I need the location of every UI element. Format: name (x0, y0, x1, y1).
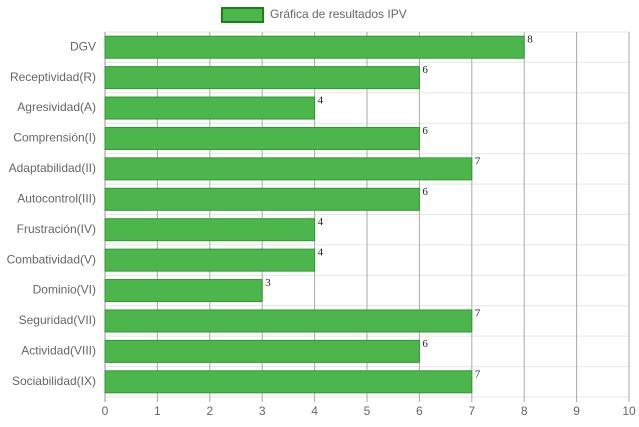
legend-swatch (221, 7, 264, 23)
legend-label: Gráfica de resultados IPV (270, 7, 407, 21)
x-tick-label: 2 (206, 404, 213, 418)
y-tick-label: Actividad(VIII) (21, 344, 96, 358)
bar (104, 157, 473, 181)
x-tick-label: 1 (154, 404, 161, 418)
x-tick-label: 10 (622, 404, 636, 418)
y-tick-label: Dominio(VI) (33, 283, 96, 297)
value-label: 7 (475, 307, 481, 319)
bar (104, 126, 420, 150)
bar (104, 248, 316, 272)
value-label: 6 (422, 338, 428, 350)
bar (104, 370, 473, 394)
value-label: 6 (422, 186, 428, 198)
y-tick-label: Receptividad(R) (10, 70, 96, 84)
value-label: 7 (475, 155, 481, 167)
bar (104, 309, 473, 333)
value-label: 3 (265, 277, 271, 289)
bar (104, 96, 316, 120)
bar (104, 218, 316, 242)
y-tick-label: Sociabilidad(IX) (12, 374, 96, 388)
x-tick-label: 5 (364, 404, 371, 418)
bar (104, 339, 420, 363)
x-tick-label: 4 (311, 404, 318, 418)
value-label: 6 (422, 64, 428, 76)
y-tick-label: Adaptabilidad(II) (9, 161, 96, 175)
bar (104, 279, 263, 303)
value-label: 7 (475, 368, 481, 380)
y-tick-label: Combatividad(V) (7, 252, 96, 266)
x-tick-label: 7 (468, 404, 475, 418)
y-tick-label: Frustración(IV) (17, 222, 96, 236)
bar (104, 187, 420, 211)
bar (104, 35, 525, 59)
value-label: 8 (527, 34, 533, 46)
y-tick-label: Agresividad(A) (17, 100, 96, 114)
x-tick-label: 3 (259, 404, 266, 418)
value-label: 4 (318, 247, 324, 259)
y-tick-label: DGV (70, 39, 96, 53)
x-tick-label: 6 (416, 404, 423, 418)
y-tick-label: Autocontrol(III) (17, 191, 96, 205)
y-tick-label: Seguridad(VII) (19, 313, 96, 327)
y-tick-label: Comprensión(I) (13, 131, 96, 145)
value-label: 4 (318, 216, 324, 228)
x-tick-label: 8 (521, 404, 528, 418)
x-tick-label: 0 (102, 404, 109, 418)
bar (104, 66, 420, 90)
value-label: 4 (318, 95, 324, 107)
x-tick-label: 9 (573, 404, 580, 418)
value-label: 6 (422, 125, 428, 137)
